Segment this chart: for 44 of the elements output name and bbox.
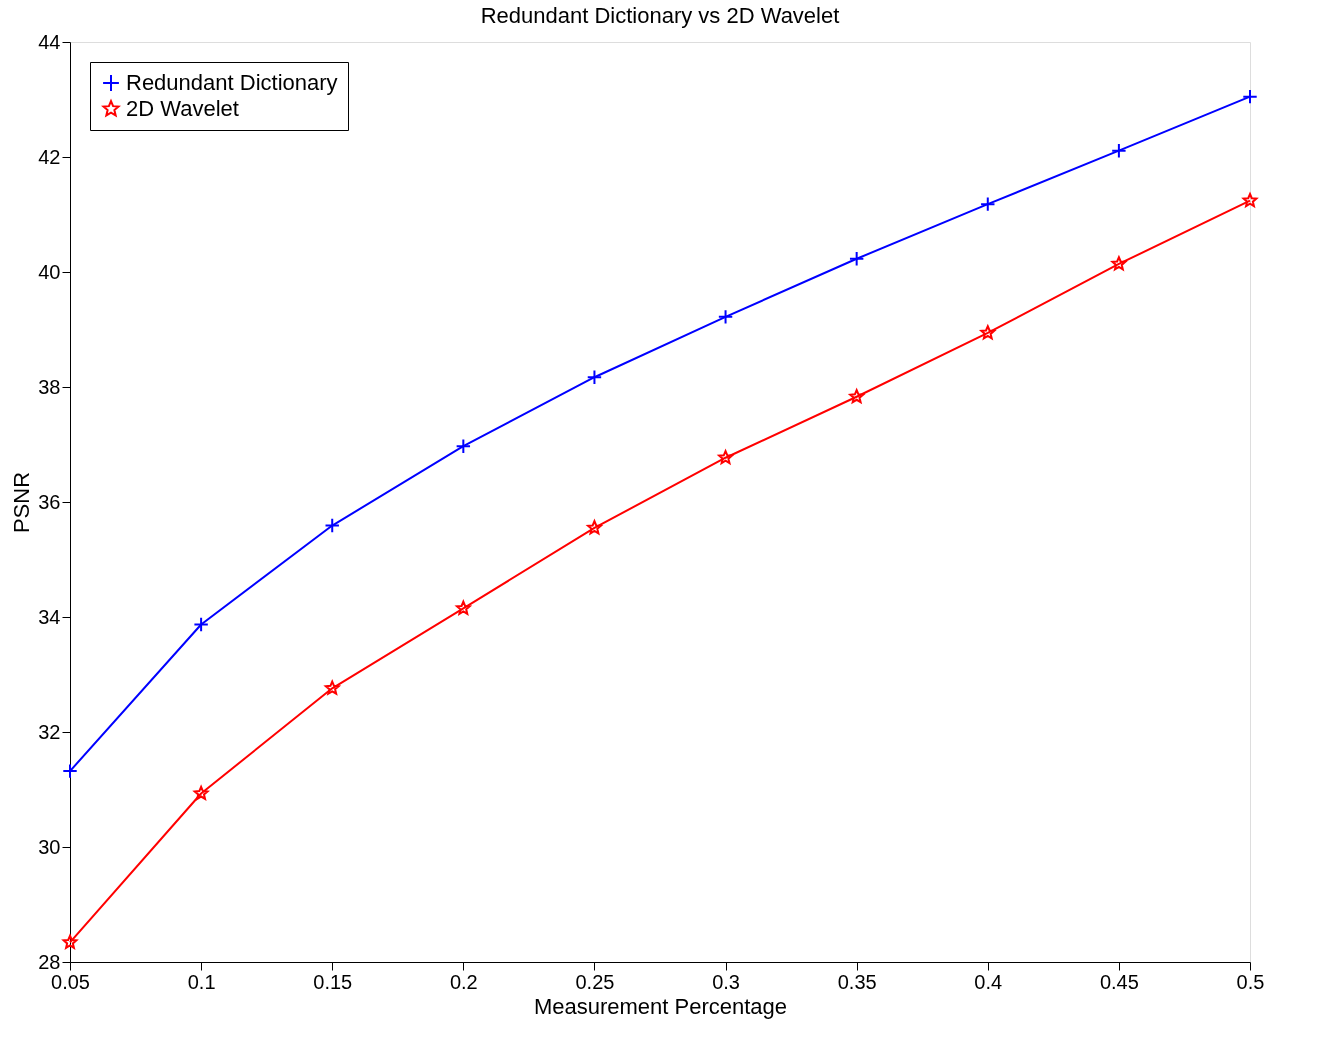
y-tick-label: 44	[38, 30, 61, 53]
point	[62, 934, 78, 949]
point	[848, 251, 865, 267]
point	[586, 369, 603, 385]
point	[980, 325, 996, 340]
x-tick-label: 0.05	[51, 970, 90, 993]
point	[1242, 192, 1258, 208]
y-tick-label: 42	[38, 145, 61, 168]
x-tick-label: 0.5	[1236, 970, 1265, 993]
point	[587, 520, 602, 535]
point	[455, 438, 472, 454]
y-tick-label: 28	[38, 950, 61, 973]
y-tick-label: 36	[38, 490, 61, 513]
legend-label: 2D Wavelet	[126, 96, 239, 121]
point	[1111, 142, 1127, 159]
point	[1111, 256, 1127, 271]
x-tick-label: 0.1	[187, 970, 216, 993]
point	[1242, 88, 1258, 105]
x-tick-label: 0.25	[575, 970, 615, 993]
x-axis-title: Measurement Percentage	[533, 993, 788, 1019]
point	[324, 517, 340, 534]
point	[324, 680, 340, 695]
y-tick-label: 38	[38, 375, 61, 398]
legend-label: Redundant Dictionary	[126, 70, 338, 95]
y-axis-title: PSNR	[9, 471, 35, 534]
y-tick-label: 40	[38, 260, 61, 283]
x-tick-label: 0.45	[1099, 970, 1139, 993]
point	[62, 763, 78, 779]
x-tick-label: 0.4	[974, 970, 1003, 993]
point	[849, 389, 865, 404]
point	[193, 616, 209, 633]
x-tick-label: 0.3	[712, 970, 740, 993]
x-tick-label: 0.2	[449, 970, 478, 993]
chart-title: Redundant Dictionary vs 2D Wavelet	[480, 3, 840, 28]
y-tick-label: 30	[38, 835, 61, 858]
point	[193, 785, 209, 800]
point	[718, 450, 733, 465]
y-tick-label: 34	[38, 605, 61, 628]
x-tick-label: 0.15	[313, 970, 353, 993]
point	[455, 600, 471, 615]
point	[980, 196, 996, 212]
point	[717, 309, 734, 325]
x-tick-label: 0.35	[837, 970, 877, 993]
y-tick-label: 32	[38, 720, 61, 743]
